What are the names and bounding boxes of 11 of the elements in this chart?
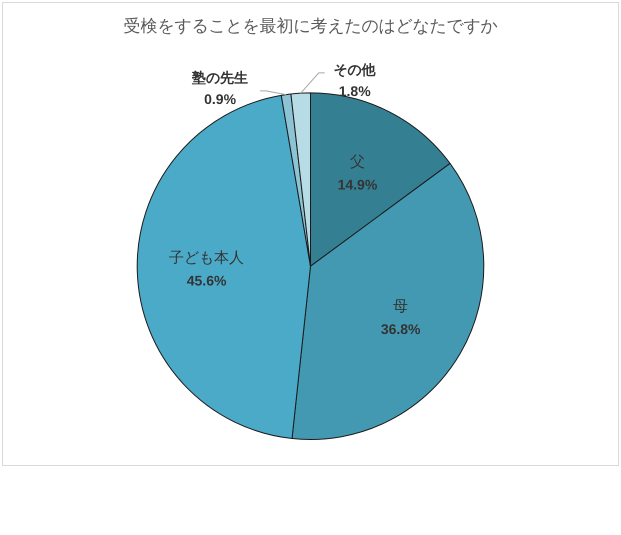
data-label: 45.6%: [186, 272, 227, 288]
data-label: 36.8%: [380, 320, 422, 337]
slice-label: 子ども本人: [169, 248, 244, 266]
data-label: 1.8%: [338, 82, 372, 99]
data-label: 0.9%: [204, 90, 237, 107]
slice-label: 母: [393, 296, 408, 315]
chart-title: 受検をすることを最初に考えたのはどなたですか: [124, 16, 498, 37]
slice-label: 父: [350, 152, 365, 170]
slice-label: 塾の先生: [191, 70, 248, 87]
data-label: 14.9%: [338, 176, 378, 192]
slice-label: その他: [334, 62, 377, 79]
